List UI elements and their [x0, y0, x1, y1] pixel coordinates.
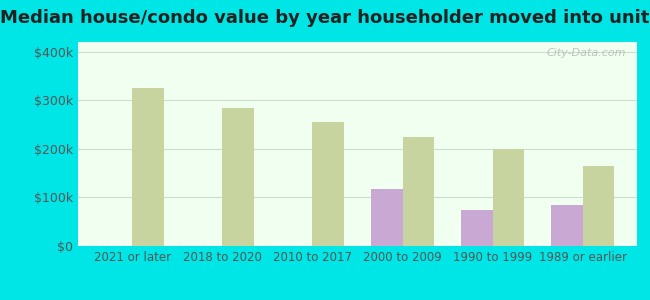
Bar	[551, 205, 583, 246]
Text: Median house/condo value by year householder moved into unit: Median house/condo value by year househo…	[0, 9, 650, 27]
Bar	[462, 210, 493, 246]
Bar	[371, 189, 402, 246]
Bar	[313, 122, 344, 246]
Bar	[402, 137, 434, 246]
Bar	[493, 149, 525, 246]
Text: City-Data.com: City-Data.com	[546, 48, 626, 58]
Bar	[132, 88, 164, 246]
Bar	[583, 166, 614, 246]
Bar	[222, 108, 254, 246]
